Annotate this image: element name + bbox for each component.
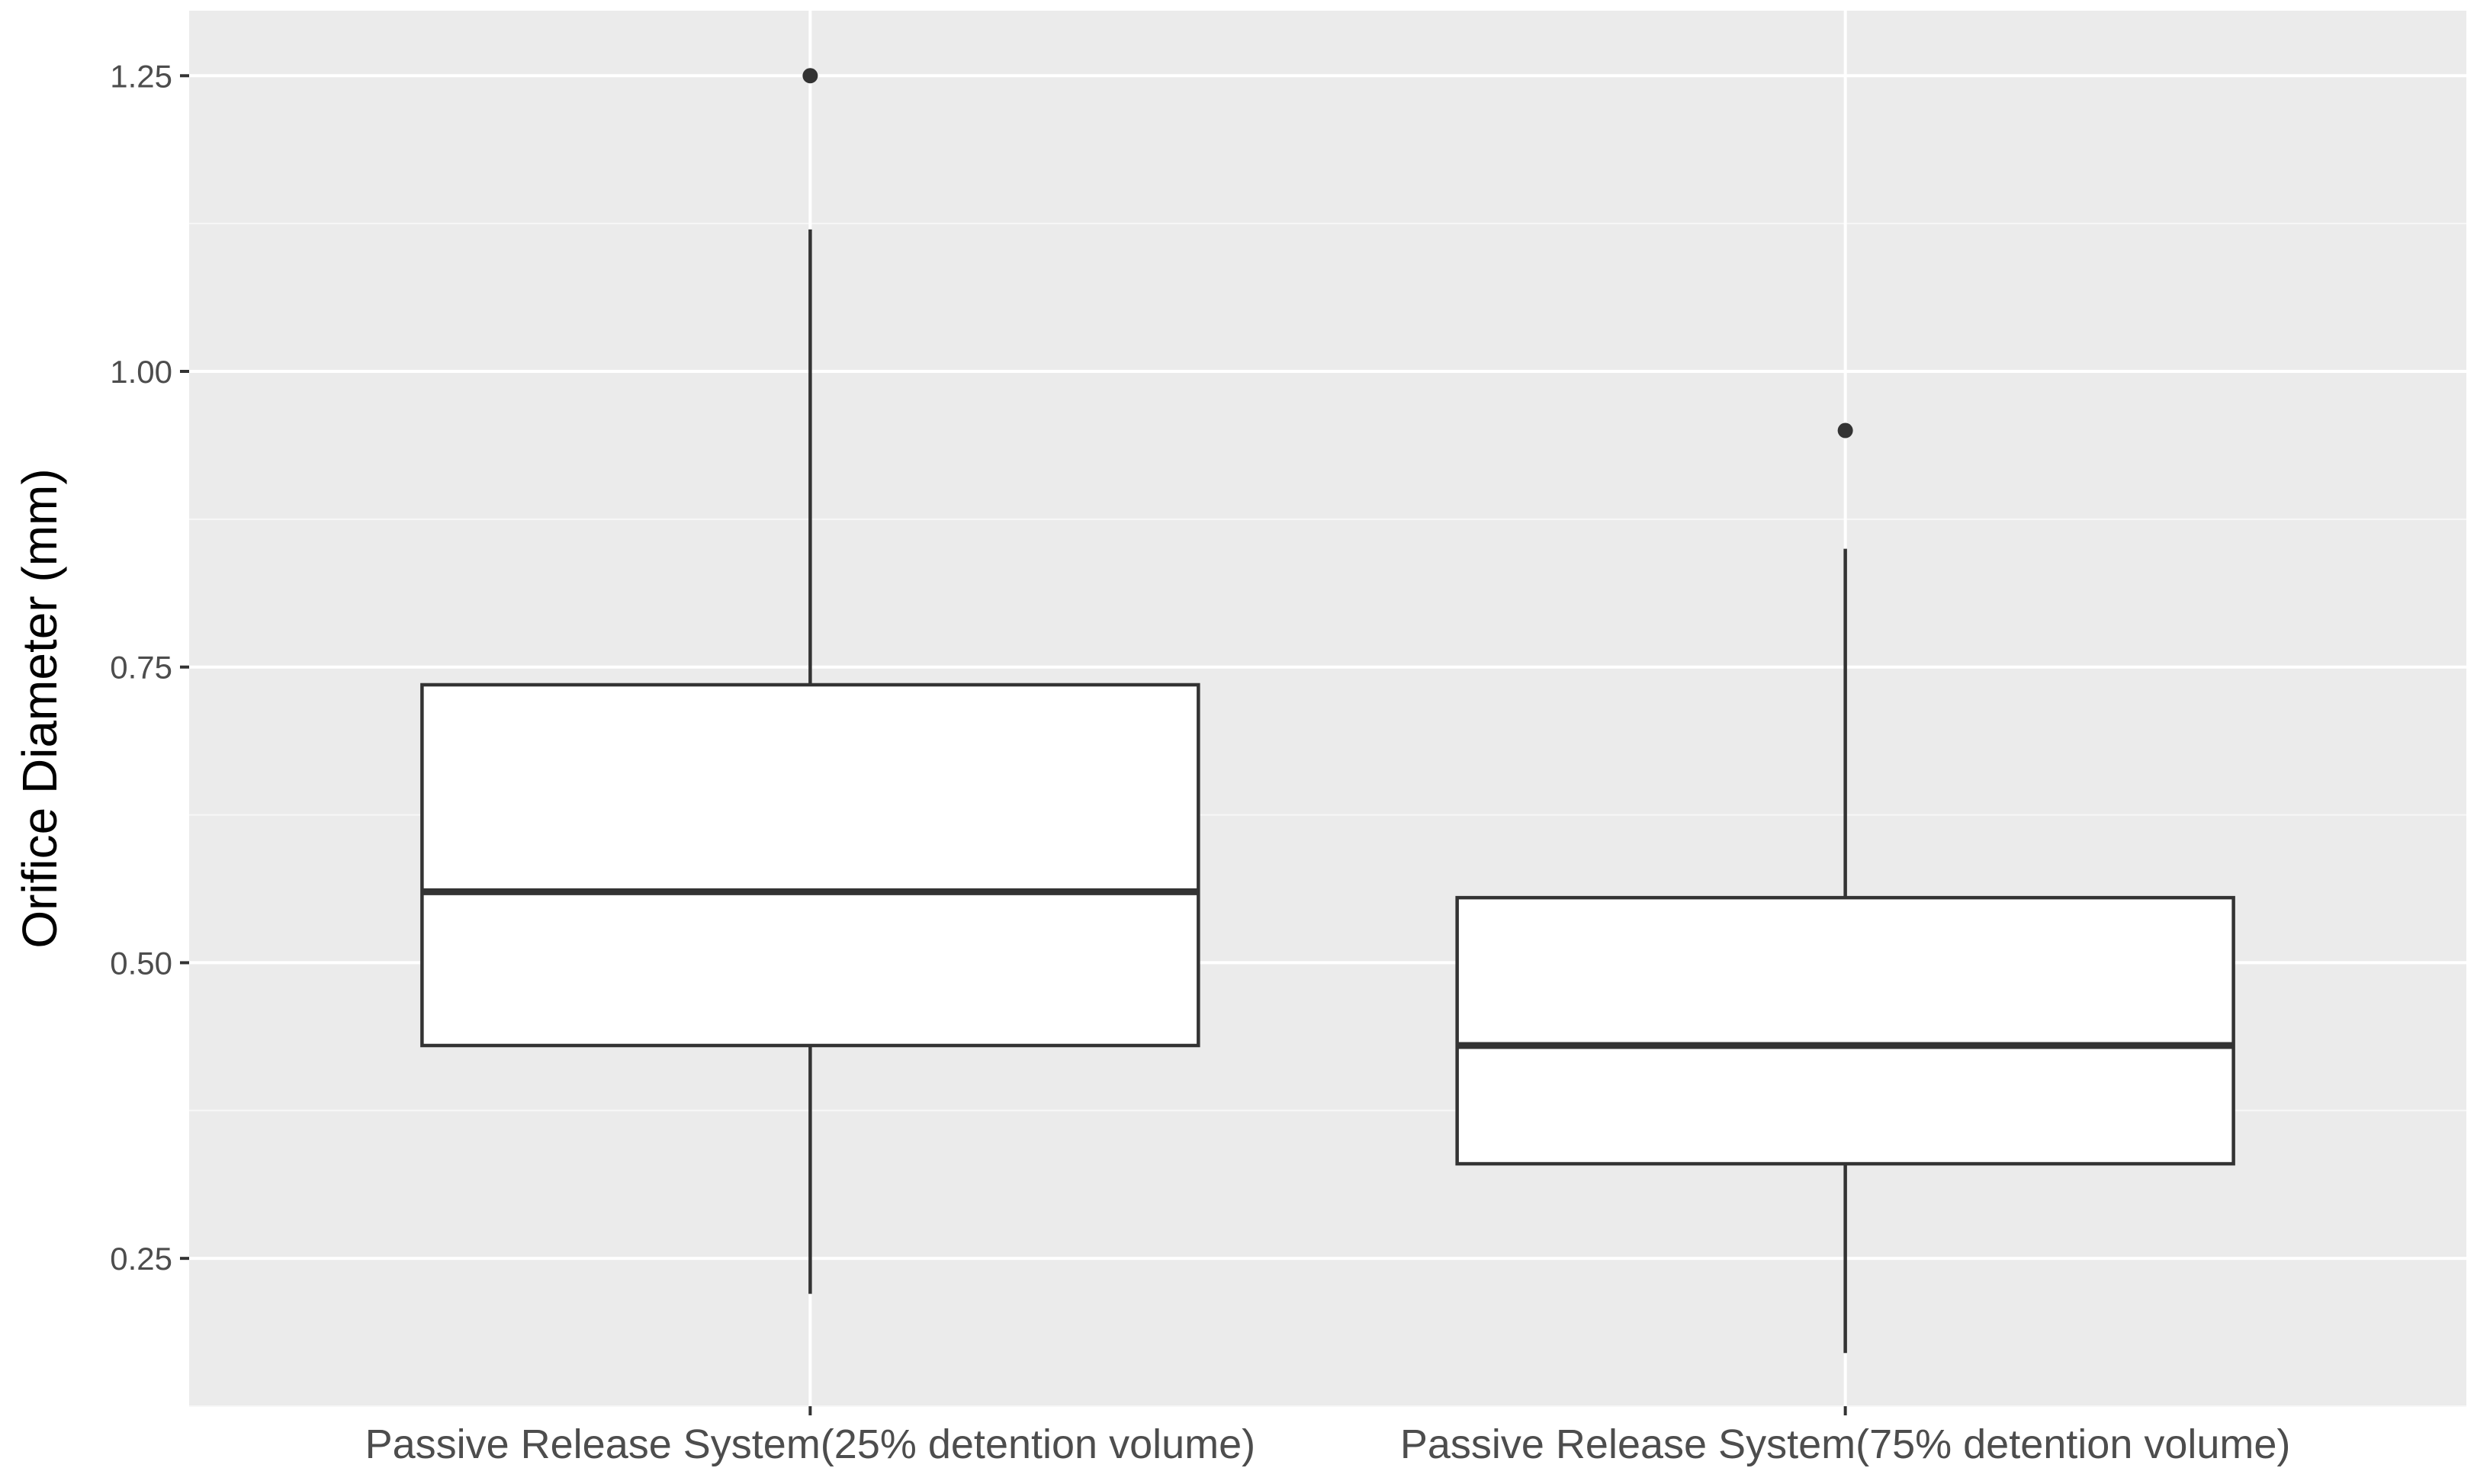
x-tick-label: Passive Release System(75% detention vol… [1400, 1421, 2291, 1467]
y-tick-label: 0.25 [110, 1241, 172, 1277]
outlier-point [802, 68, 818, 84]
x-axis: Passive Release System(25% detention vol… [365, 1406, 2291, 1467]
box [420, 683, 1200, 1048]
box [1455, 895, 2235, 1166]
box-group [420, 68, 1200, 1294]
y-axis-title: Orifice Diameter (mm) [12, 468, 67, 948]
y-axis: 0.25 0.50 0.75 1.00 1.25 [110, 58, 189, 1277]
boxes [420, 68, 2235, 1354]
box-group [1455, 422, 2235, 1354]
outlier-point [1837, 422, 1853, 438]
y-tick-label: 1.00 [110, 354, 172, 390]
y-tick-label: 1.25 [110, 58, 172, 94]
y-tick-label: 0.75 [110, 650, 172, 686]
x-tick-label: Passive Release System(25% detention vol… [365, 1421, 1256, 1467]
y-tick-label: 0.50 [110, 945, 172, 981]
